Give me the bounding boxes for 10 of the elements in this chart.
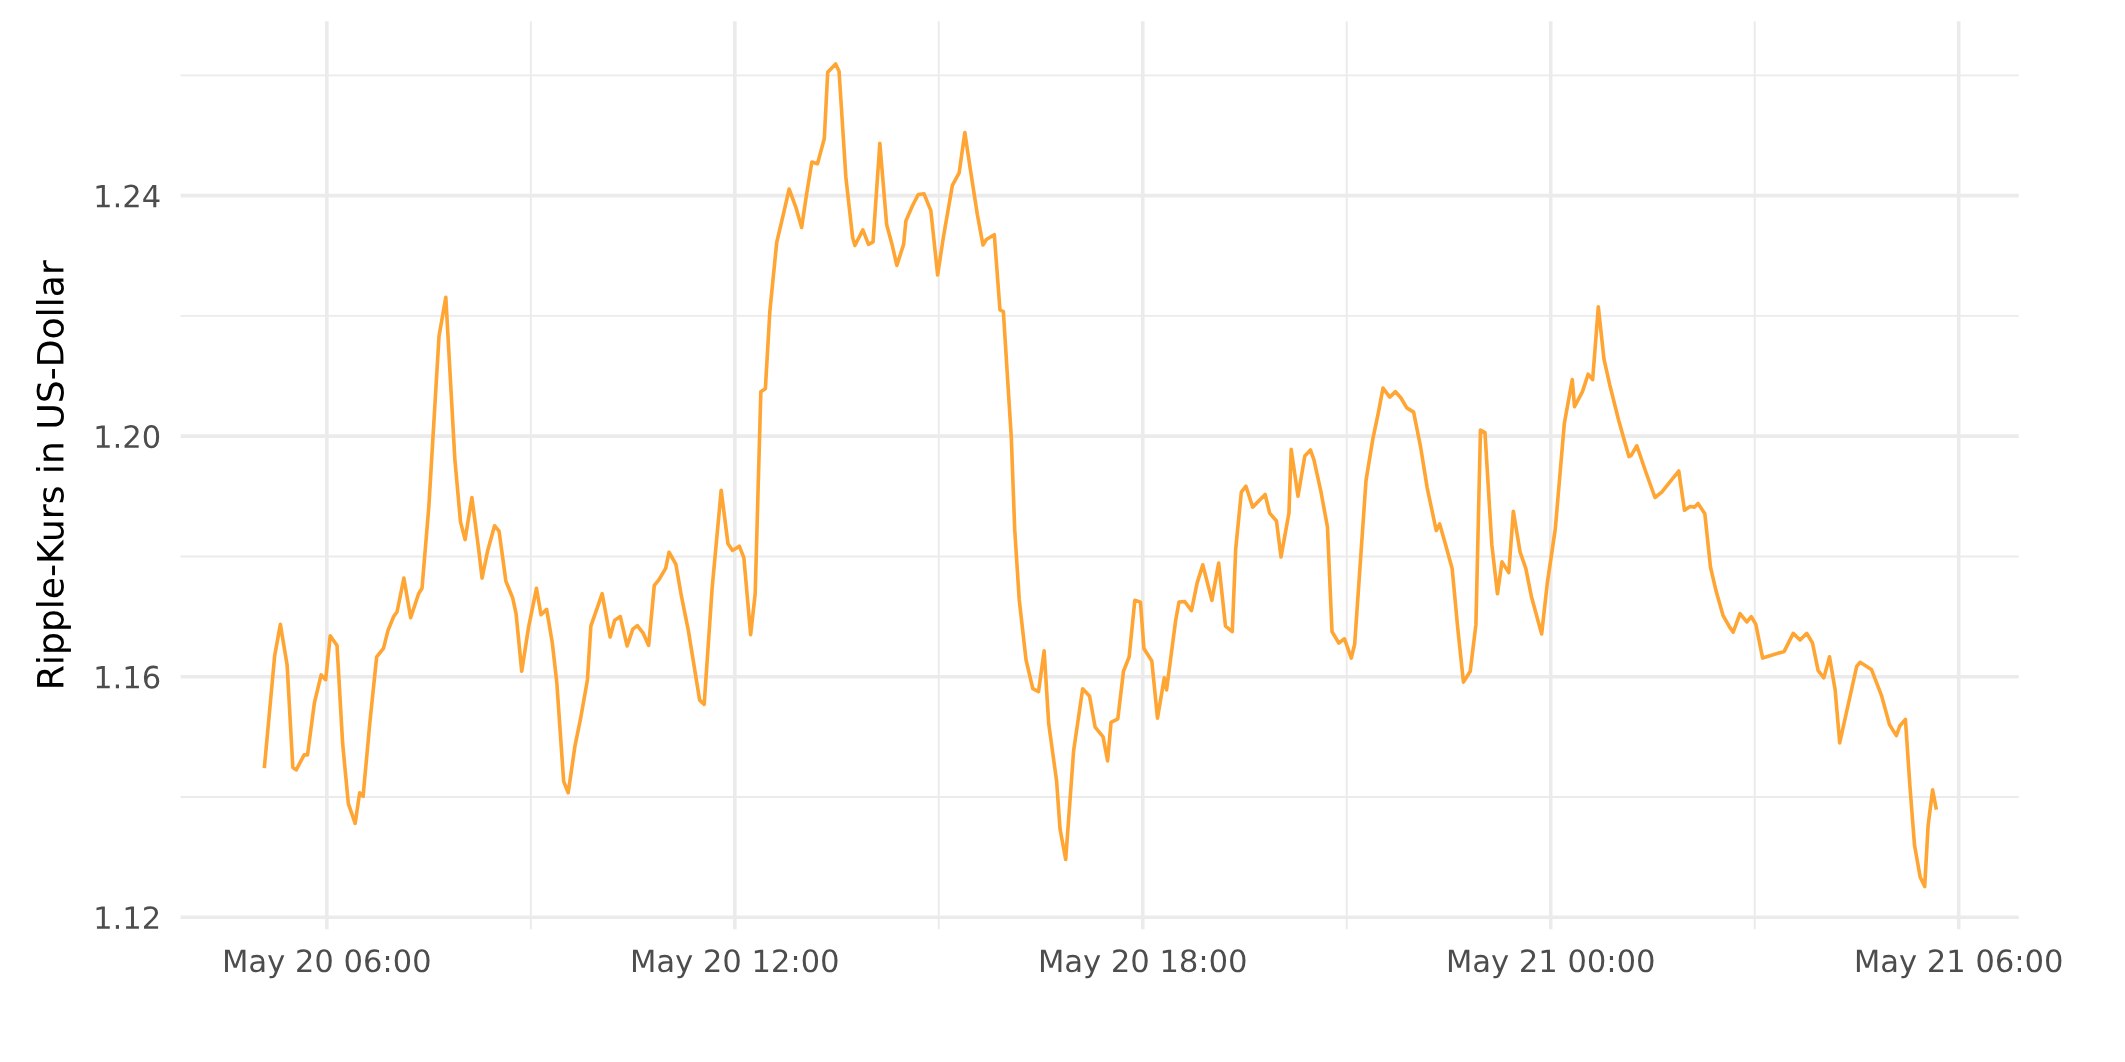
y-axis-title: Ripple-Kurs in US-Dollar <box>35 260 71 687</box>
y-tick-label: 1.24 <box>96 184 160 208</box>
x-tick-label: May 21 00:00 <box>1448 949 1654 979</box>
x-tick-label: May 20 12:00 <box>633 949 838 979</box>
x-tick-label: May 21 06:00 <box>1856 949 2062 979</box>
x-tick-label: May 20 18:00 <box>1040 949 1246 979</box>
y-tick-label: 1.16 <box>96 665 160 689</box>
y-tick-label: 1.12 <box>96 906 159 929</box>
y-tick-label: 1.20 <box>96 425 160 449</box>
x-tick-label: May 20 06:00 <box>225 949 430 979</box>
